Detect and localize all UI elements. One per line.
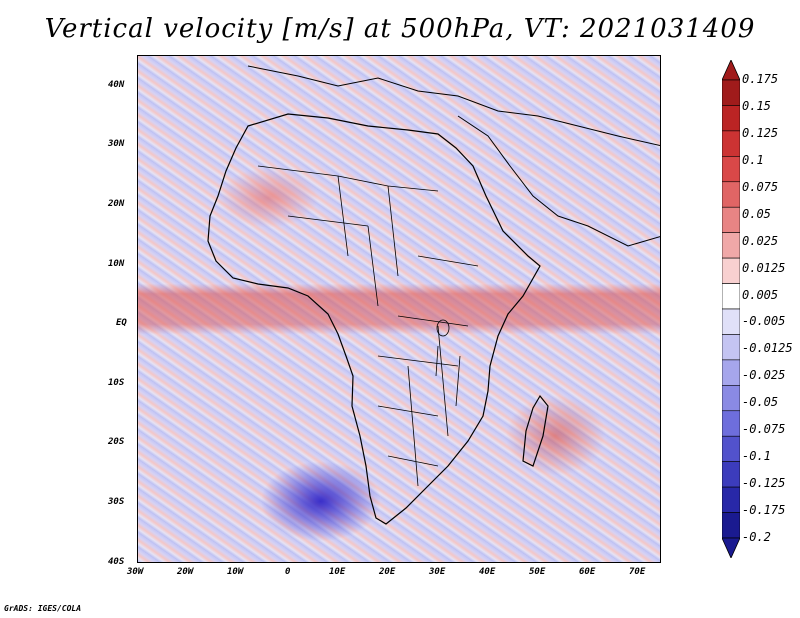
lat-label: 20S [108,437,125,447]
arabia-coastline [457,115,660,247]
colorbar-cell [722,130,740,157]
lon-label: 10E [329,567,346,577]
lat-label: 40N [108,80,125,90]
lat-label: 40S [108,557,125,567]
colorbar-label: 0.005 [742,287,779,302]
colorbar-cell [722,435,740,462]
lon-label: 30W [127,567,144,577]
lake-victoria [436,319,450,337]
colorbar-cell [722,308,740,335]
colorbar-cell [722,512,740,539]
lon-label: 30E [429,567,446,577]
colorbar-cell [722,156,740,183]
colorbar-label: 0.15 [742,98,771,113]
colorbar-label: -0.1 [742,449,771,464]
lon-label: 70E [629,567,646,577]
lat-label: 20N [108,199,125,209]
colorbar-cell [722,257,740,284]
colorbar-cell [722,359,740,386]
lat-label: 10N [108,259,125,269]
colorbar-label: 0.025 [742,233,779,248]
lat-label: 30N [108,139,125,149]
colorbar-label: 0.1 [742,152,764,167]
lon-label: 50E [529,567,546,577]
country-borders [257,165,479,487]
colorbar-cell [722,181,740,208]
colorbar-label: -0.2 [742,530,771,544]
lat-label: EQ [116,318,127,328]
north-coastline [247,65,660,147]
footer-credit: GrADS: IGES/COLA [4,604,82,613]
map-panel [137,55,661,563]
lat-label: 30S [108,497,125,507]
colorbar-label: -0.175 [742,503,786,518]
colorbar-label: 0.05 [742,206,771,221]
chart-title: Vertical velocity [m/s] at 500hPa, VT: 2… [44,14,756,44]
colorbar-cell [722,334,740,361]
colorbar-cell [722,410,740,437]
colorbar-cell [722,283,740,310]
colorbar-label: -0.005 [742,314,786,329]
colorbar [722,60,740,558]
colorbar-cell [722,79,740,106]
africa-coastline [207,113,541,525]
lon-label: 20W [177,567,194,577]
colorbar-cell [722,232,740,259]
colorbar-label: -0.025 [742,368,786,383]
colorbar-cell [722,105,740,132]
colorbar-label: 0.125 [742,125,779,140]
lon-label: 40E [479,567,496,577]
colorbar-cell [722,486,740,513]
madagascar-coastline [522,394,549,467]
lat-label: 10S [108,378,125,388]
coastlines-borders [207,65,660,525]
colorbar-cell [722,206,740,233]
lon-label: 20E [379,567,396,577]
colorbar-label: -0.0125 [742,341,793,356]
colorbar-cell [722,461,740,488]
colorbar-cell [722,385,740,412]
colorbar-label: -0.075 [742,422,786,437]
colorbar-label: -0.125 [742,476,786,491]
lon-label: 0 [285,567,291,577]
colorbar-label: 0.075 [742,179,779,194]
lon-label: 10W [227,567,244,577]
colorbar-label: 0.0125 [742,260,786,275]
colorbar-label: 0.175 [742,72,779,86]
rift-lakes [435,345,461,407]
colorbar-cap-top [722,60,740,81]
lon-label: 60E [579,567,596,577]
colorbar-label: -0.05 [742,395,779,410]
colorbar-cap-bottom [722,537,740,558]
